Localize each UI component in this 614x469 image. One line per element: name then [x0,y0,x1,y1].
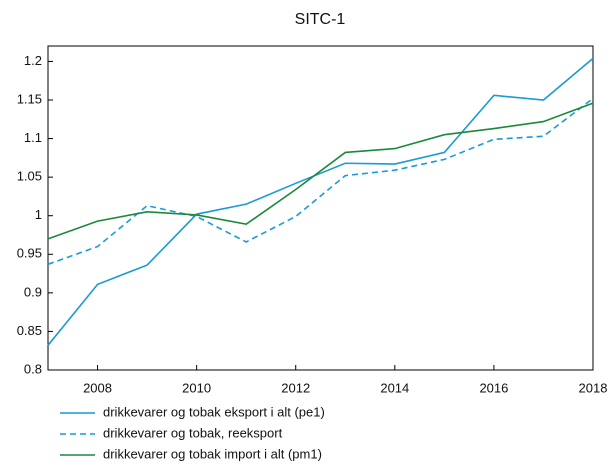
x-tick-label: 2014 [380,380,409,395]
y-tick-label: 0.85 [17,323,42,338]
y-tick-label: 1 [35,207,42,222]
x-tick-label: 2012 [281,380,310,395]
plot-frame [47,45,594,371]
x-tick-label: 2008 [83,380,112,395]
x-tick-label: 2018 [579,380,608,395]
y-tick-label: 1.05 [17,169,42,184]
x-tick-label: 2010 [182,380,211,395]
legend-label: drikkevarer og tobak, reeksport [103,425,283,440]
legend-label: drikkevarer og tobak import i alt (pm1) [103,446,322,461]
y-tick-label: 0.8 [24,361,42,376]
data-line [47,57,594,346]
x-tick-label: 2016 [479,380,508,395]
y-tick-label: 1.15 [17,91,42,106]
y-tick-label: 0.95 [17,246,42,261]
y-tick-label: 0.9 [24,284,42,299]
data-line [47,102,594,240]
legend-label: drikkevarer og tobak eksport i alt (pe1) [103,404,325,419]
y-tick-label: 1.1 [24,130,42,145]
y-tick-label: 1.2 [24,53,42,68]
chart-title: SITC-1 [295,11,346,28]
data-line [47,97,594,266]
